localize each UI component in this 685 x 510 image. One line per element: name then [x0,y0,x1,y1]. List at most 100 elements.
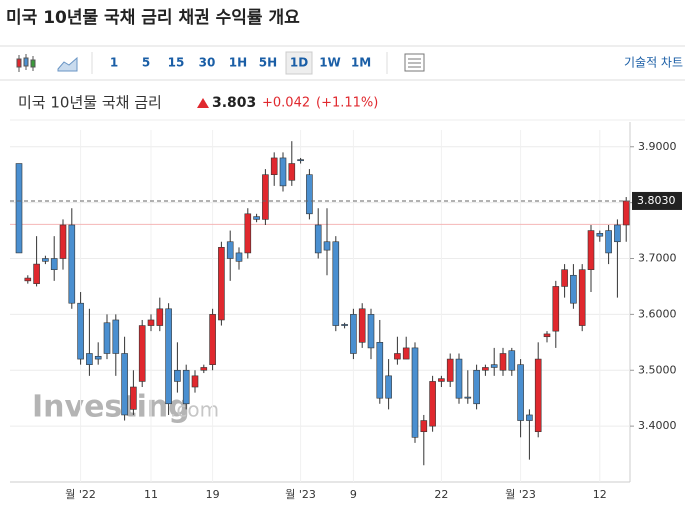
candle-body [156,308,164,326]
candle-body [59,224,67,259]
candle-body [24,277,32,282]
price-change: +0.042 [262,96,310,111]
last-price-box [632,191,682,210]
area-icon[interactable] [57,56,78,72]
candle-body [482,367,489,371]
candle-icon[interactable] [16,54,36,72]
candle-body [438,378,445,382]
candle-body [543,333,551,338]
candle-body [15,163,23,254]
candle-body [394,353,401,360]
candle-body [86,353,93,365]
x-tick-label: 19 [206,488,220,501]
candle-body [411,347,419,438]
active-button-bg [285,51,313,75]
interval-button[interactable]: 5 [142,56,150,70]
candle-body [552,286,560,332]
candle-body [350,314,357,354]
candle-body [182,369,190,405]
candle-body [464,396,472,399]
candle-body [262,174,269,220]
candle-body [473,369,480,405]
candle-body [490,364,498,368]
candle-body [332,241,340,326]
y-tick-label: 3.6000 [638,307,677,320]
instrument-name: 미국 10년물 국채 금리 [18,94,162,112]
x-tick-label: 22 [434,488,448,501]
candle-body [587,230,595,270]
candle-body [147,319,155,326]
candle-body [209,314,216,365]
candle-body [622,200,630,226]
candle-body [429,381,436,427]
candle-body [33,263,40,284]
candle-body [367,314,375,349]
candle-body [174,369,181,382]
candle-body [578,269,586,326]
candle-body [508,350,516,371]
y-tick-label: 3.7000 [638,252,677,265]
candle-body [218,247,225,321]
candle-body [103,322,111,354]
interval-button[interactable]: 1 [110,56,118,70]
watermark-suffix: .com [170,398,219,422]
interval-button[interactable]: 1H [229,56,247,70]
candle-body [306,174,313,215]
candle-body [526,414,533,421]
interval-button[interactable]: 1D [290,56,308,70]
interval-button[interactable]: 1W [319,56,341,70]
x-tick-label: 월 '23 [505,488,536,501]
watermark-brand: Investing [32,390,190,425]
page-title: 미국 10년물 국채 금리 채권 수익률 개요 [6,8,300,28]
candle-body [130,386,137,410]
x-tick-label: 9 [350,488,357,501]
candle-body [517,364,524,421]
y-tick-label: 3.4000 [638,419,677,432]
candle-body [402,347,410,360]
y-tick-label: 3.5000 [638,363,677,376]
last-price-label: 3.8030 [637,194,676,207]
candle-body [341,324,348,326]
candle-body [279,157,287,187]
candle-body [200,367,208,371]
x-tick-label: 12 [593,488,607,501]
price: 3.803 [212,95,256,111]
candle-body [605,230,612,254]
candle-body [121,353,128,416]
up-arrow [197,98,209,108]
candle-body [244,213,252,254]
candle-body [499,353,507,371]
candle-body [596,233,604,237]
candle-body [561,269,568,287]
x-tick-label: 월 '22 [65,488,96,501]
x-tick-label: 월 '23 [285,488,316,501]
candle-body [570,274,577,304]
candle-body [138,325,146,382]
candle-body [358,308,366,343]
technical-chart-link[interactable]: 기술적 차트 [624,56,683,70]
candle-body [297,159,304,162]
candle-body [323,241,331,251]
watermark: Investing .com [32,390,219,425]
candle-body [288,163,296,181]
doc-icon[interactable] [404,53,425,72]
candle-body [253,216,260,220]
interval-button[interactable]: 15 [168,56,185,70]
candle-body [226,241,234,259]
candle-body [77,302,84,360]
candle-body [446,358,454,382]
candle-body [270,157,278,175]
interval-button[interactable]: 5H [259,56,277,70]
candle-body [50,258,58,270]
x-tick-label: 11 [144,488,158,501]
candle-body [614,224,621,243]
candle-body [42,258,49,262]
interval-button[interactable]: 1M [351,56,371,70]
candle-body [68,224,76,304]
candle-body [455,358,463,399]
candle-body [94,355,102,360]
interval-button[interactable]: 30 [199,56,216,70]
candle-body [314,224,322,254]
candle-body [112,319,120,354]
